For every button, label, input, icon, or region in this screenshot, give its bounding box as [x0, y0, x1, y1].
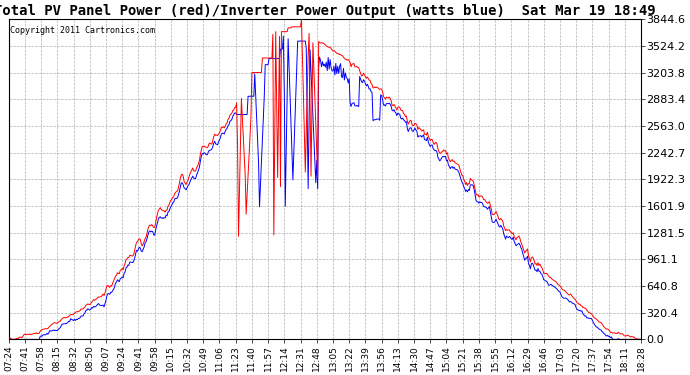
Text: Copyright 2011 Cartronics.com: Copyright 2011 Cartronics.com	[10, 26, 155, 35]
Title: Total PV Panel Power (red)/Inverter Power Output (watts blue)  Sat Mar 19 18:49: Total PV Panel Power (red)/Inverter Powe…	[0, 4, 656, 18]
